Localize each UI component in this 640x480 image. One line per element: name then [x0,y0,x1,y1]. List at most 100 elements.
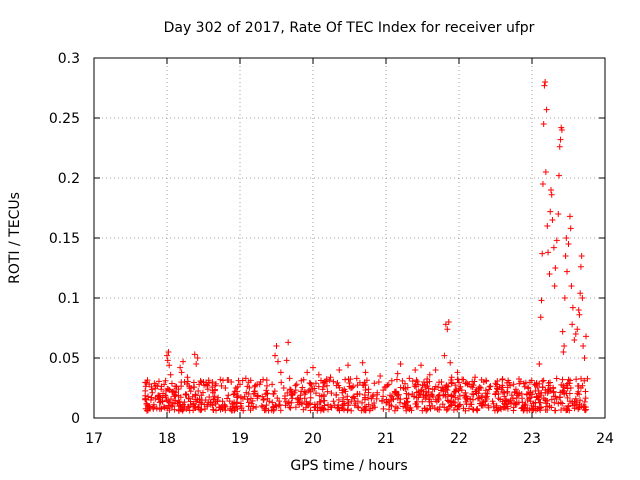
data-point [307,386,314,393]
data-point [537,314,544,321]
data-point [144,377,151,384]
data-point [450,392,457,399]
data-point [299,384,306,391]
data-point [431,405,438,412]
data-point [180,401,187,408]
data-point [451,388,458,395]
data-point [530,400,537,407]
data-point [209,389,216,396]
data-point [386,406,393,413]
data-point [276,401,283,408]
data-point [388,377,395,384]
data-point [566,213,573,220]
y-tick-label: 0.2 [58,171,80,187]
data-point [450,407,457,414]
data-point [295,397,302,403]
axis-ticks [93,57,606,419]
data-point [486,386,493,393]
x-tick-label: 17 [85,431,103,447]
data-point [470,382,477,389]
data-point [340,394,347,401]
data-point [269,399,276,406]
data-point [403,395,410,402]
data-point [391,407,398,414]
data-point [311,401,318,408]
data-points-background [142,375,591,414]
data-point [333,392,340,399]
data-point [156,406,163,413]
data-point [263,387,270,394]
data-point [159,394,166,401]
data-point [335,396,342,403]
data-point [448,397,455,404]
data-point [232,385,239,391]
data-point [336,367,343,373]
data-point [504,403,511,410]
data-point [185,395,192,402]
data-point [320,405,327,412]
data-point [218,382,225,389]
data-point [542,79,549,85]
y-tick-label: 0.05 [49,351,80,367]
data-point [360,382,367,389]
data-point [234,388,241,395]
data-point [521,383,528,390]
data-point [245,391,252,397]
data-point [260,397,267,403]
data-point [284,389,291,396]
data-point [479,399,486,406]
data-point [147,397,154,403]
data-point [204,403,211,410]
data-point [489,398,496,405]
data-point [155,392,162,399]
data-point [161,381,168,388]
data-point [321,397,328,404]
data-point [148,394,155,401]
data-point [308,381,315,388]
data-point [178,383,185,390]
data-point [575,406,582,413]
y-tick-label: 0 [71,411,80,427]
data-point [396,399,403,406]
data-point [563,235,570,241]
data-point [298,377,305,384]
data-point [299,399,306,406]
data-point [498,386,505,393]
data-point [549,217,556,223]
data-point [578,403,585,409]
data-point [510,404,517,411]
data-point [448,401,455,408]
data-point [539,250,546,257]
data-point [473,386,480,393]
data-point [422,384,429,391]
data-point [547,187,554,193]
data-point [368,395,375,402]
data-point [536,361,543,367]
data-point [210,396,217,403]
data-point [394,370,401,377]
data-point [184,374,191,381]
data-point [566,398,573,405]
data-point [270,391,277,398]
data-point [409,391,416,397]
data-point [190,407,197,414]
x-axis-label: GPS time / hours [290,458,407,474]
data-point [572,395,579,402]
data-point [392,389,399,396]
data-point [457,383,464,390]
data-point [571,405,578,412]
data-point [341,386,348,393]
data-point [160,403,167,410]
data-point [503,379,510,386]
data-point [175,392,182,399]
data-point [169,389,176,396]
data-point [237,403,244,410]
data-point [482,387,489,394]
data-point [198,392,205,399]
data-point [403,390,410,397]
data-point [274,395,281,402]
data-point [175,398,182,405]
data-point [166,362,173,369]
data-point [580,343,587,349]
data-point [460,376,467,383]
